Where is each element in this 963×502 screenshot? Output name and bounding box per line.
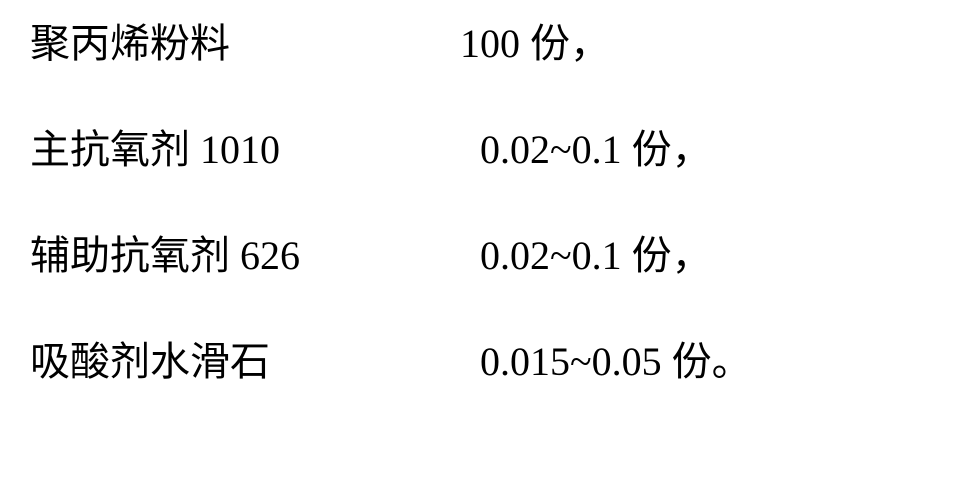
ingredient-list: 聚丙烯粉料 100 份， 主抗氧剂 1010 0.02~0.1 份， 辅助抗氧剂… [0, 0, 963, 406]
table-row: 吸酸剂水滑石 0.015~0.05 份。 [30, 338, 933, 386]
ingredient-amount: 0.02~0.1 份， [460, 232, 933, 280]
table-row: 辅助抗氧剂 626 0.02~0.1 份， [30, 232, 933, 280]
ingredient-amount: 0.02~0.1 份， [460, 126, 933, 174]
ingredient-label: 吸酸剂水滑石 [30, 338, 460, 386]
table-row: 主抗氧剂 1010 0.02~0.1 份， [30, 126, 933, 174]
ingredient-amount: 0.015~0.05 份。 [460, 338, 933, 386]
table-row: 聚丙烯粉料 100 份， [30, 20, 933, 68]
ingredient-amount: 100 份， [460, 20, 933, 68]
ingredient-label: 主抗氧剂 1010 [30, 126, 460, 174]
ingredient-label: 聚丙烯粉料 [30, 20, 460, 68]
ingredient-label: 辅助抗氧剂 626 [30, 232, 460, 280]
